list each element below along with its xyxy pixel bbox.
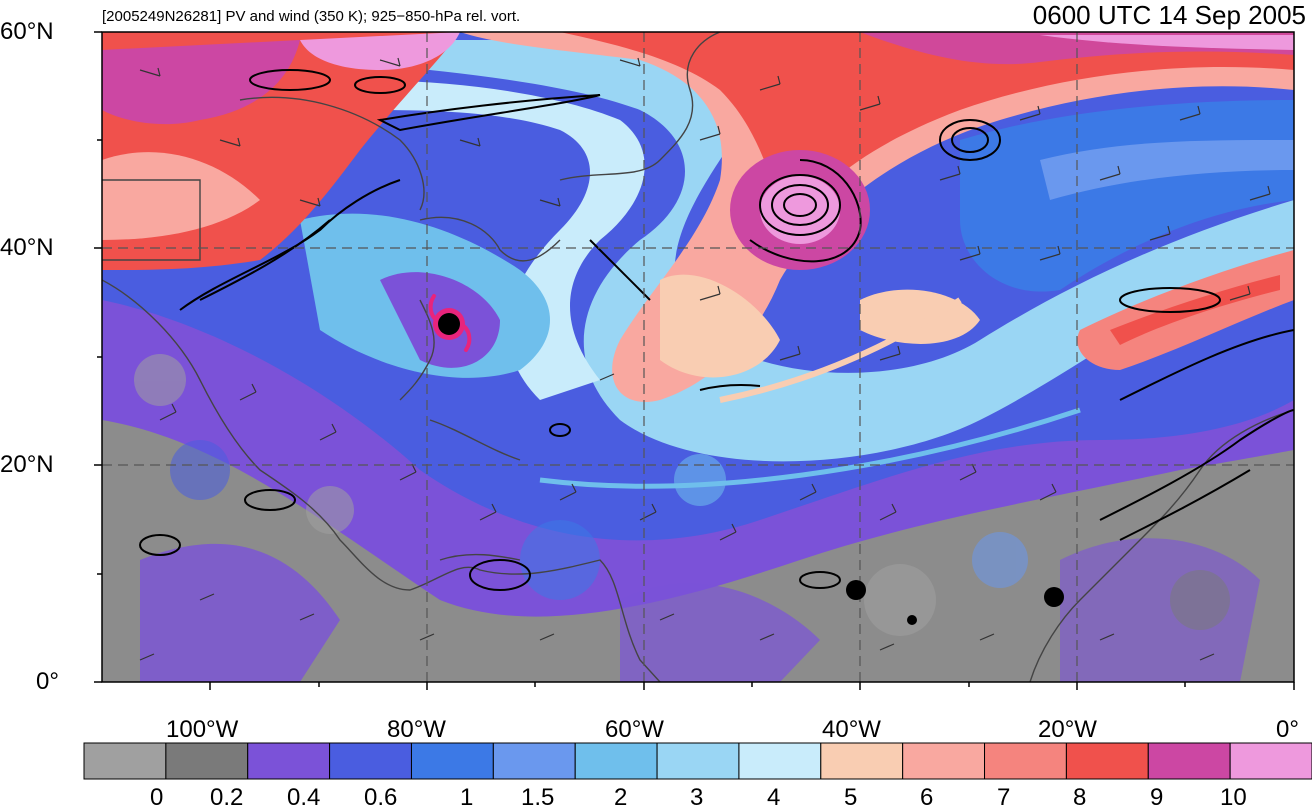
colorbar-label: 8 xyxy=(1073,784,1087,811)
colorbar-label: 0.4 xyxy=(287,784,321,811)
axis-ticks xyxy=(94,31,1295,690)
colorbar-label: 10 xyxy=(1220,784,1247,811)
colorbar-label: 1.5 xyxy=(521,784,555,811)
colorbar-label: 6 xyxy=(920,784,934,811)
colorbar-label: 4 xyxy=(767,784,781,811)
colorbar-label: 5 xyxy=(844,784,858,811)
lat-label-0: 0° xyxy=(36,668,59,695)
colorbar-label: 0.6 xyxy=(364,784,398,811)
colorbar-swatch xyxy=(1147,742,1231,780)
graticule xyxy=(102,32,1294,682)
colorbar-label: 1 xyxy=(460,784,474,811)
colorbar-swatch xyxy=(492,742,576,780)
colorbar-label: 0 xyxy=(150,784,164,811)
colorbar-swatch xyxy=(738,742,822,780)
pv-field xyxy=(102,32,1294,682)
lat-label-60n: 60°N xyxy=(0,18,54,45)
lon-label-40w: 40°W xyxy=(822,716,881,743)
colorbar-swatch xyxy=(329,742,412,780)
colorbar-label: 3 xyxy=(690,784,704,811)
lon-label-80w: 80°W xyxy=(387,716,446,743)
colorbar-swatch xyxy=(1065,742,1149,780)
lat-label-20n: 20°N xyxy=(0,451,54,478)
colorbar-swatch xyxy=(83,742,167,780)
colorbar-swatch xyxy=(902,742,986,780)
lon-label-60w: 60°W xyxy=(605,716,664,743)
lat-label-40n: 40°N xyxy=(0,234,54,261)
colorbar-label: 0.2 xyxy=(210,784,244,811)
colorbar-swatch xyxy=(1229,742,1312,780)
colorbar xyxy=(83,742,1312,780)
colorbar-swatch xyxy=(656,742,740,780)
lon-label-20w: 20°W xyxy=(1038,716,1097,743)
lon-label-0: 0° xyxy=(1276,716,1299,743)
colorbar-swatch xyxy=(410,742,494,780)
colorbar-label: 9 xyxy=(1150,784,1164,811)
vorticity-maxima xyxy=(846,580,1064,625)
colorbar-label: 7 xyxy=(997,784,1011,811)
colorbar-swatch xyxy=(165,742,249,780)
colorbar-label: 2 xyxy=(614,784,628,811)
valid-time: 0600 UTC 14 Sep 2005 xyxy=(1032,0,1306,30)
wind-barbs xyxy=(139,57,1271,661)
vorticity-contours xyxy=(139,69,1294,591)
figure-title: [2005249N26281] PV and wind (350 K); 925… xyxy=(102,8,521,25)
colorbar-swatch xyxy=(820,742,904,780)
colorbar-swatch xyxy=(574,742,658,780)
colorbar-swatch xyxy=(984,742,1067,780)
tropical-cyclone-icon xyxy=(428,294,472,352)
colorbar-swatch xyxy=(247,742,331,780)
lon-label-100w: 100°W xyxy=(166,716,239,743)
coastlines xyxy=(102,32,1294,682)
